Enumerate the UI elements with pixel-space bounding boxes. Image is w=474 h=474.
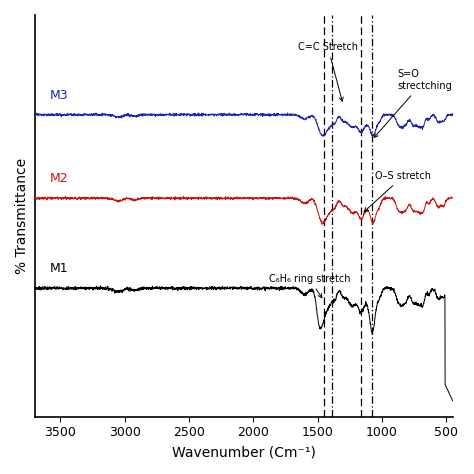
Y-axis label: % Transmittance: % Transmittance [15, 158, 29, 274]
Text: M2: M2 [50, 172, 69, 185]
X-axis label: Wavenumber (Cm⁻¹): Wavenumber (Cm⁻¹) [172, 445, 316, 459]
Text: M1: M1 [50, 262, 69, 275]
Text: S=O
strectching: S=O strectching [374, 69, 452, 137]
Text: C₆H₆ ring stretch: C₆H₆ ring stretch [269, 274, 350, 298]
Text: C=C Stretch: C=C Stretch [298, 42, 358, 101]
Text: M3: M3 [50, 89, 69, 101]
Text: O–S stretch: O–S stretch [364, 171, 431, 212]
